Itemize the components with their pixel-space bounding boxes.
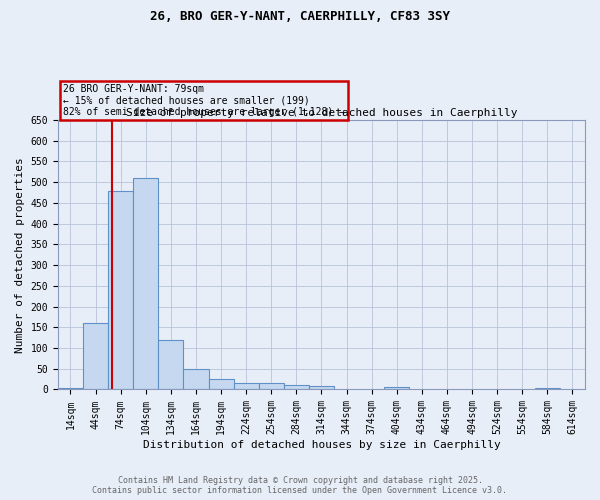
- Bar: [158, 340, 184, 390]
- Text: 26, BRO GER-Y-NANT, CAERPHILLY, CF83 3SY: 26, BRO GER-Y-NANT, CAERPHILLY, CF83 3SY: [150, 10, 450, 23]
- Text: 26 BRO GER-Y-NANT: 79sqm
← 15% of detached houses are smaller (199)
82% of semi-: 26 BRO GER-Y-NANT: 79sqm ← 15% of detach…: [63, 84, 345, 117]
- Title: Size of property relative to detached houses in Caerphilly: Size of property relative to detached ho…: [126, 108, 517, 118]
- Bar: [309, 386, 334, 390]
- Bar: [384, 388, 409, 390]
- Text: Contains HM Land Registry data © Crown copyright and database right 2025.
Contai: Contains HM Land Registry data © Crown c…: [92, 476, 508, 495]
- Bar: [108, 190, 133, 390]
- Bar: [535, 388, 560, 390]
- Bar: [184, 368, 209, 390]
- Bar: [233, 384, 259, 390]
- Bar: [259, 384, 284, 390]
- Bar: [58, 388, 83, 390]
- X-axis label: Distribution of detached houses by size in Caerphilly: Distribution of detached houses by size …: [143, 440, 500, 450]
- Bar: [83, 323, 108, 390]
- Bar: [133, 178, 158, 390]
- Bar: [284, 386, 309, 390]
- Bar: [209, 379, 233, 390]
- Y-axis label: Number of detached properties: Number of detached properties: [15, 157, 25, 352]
